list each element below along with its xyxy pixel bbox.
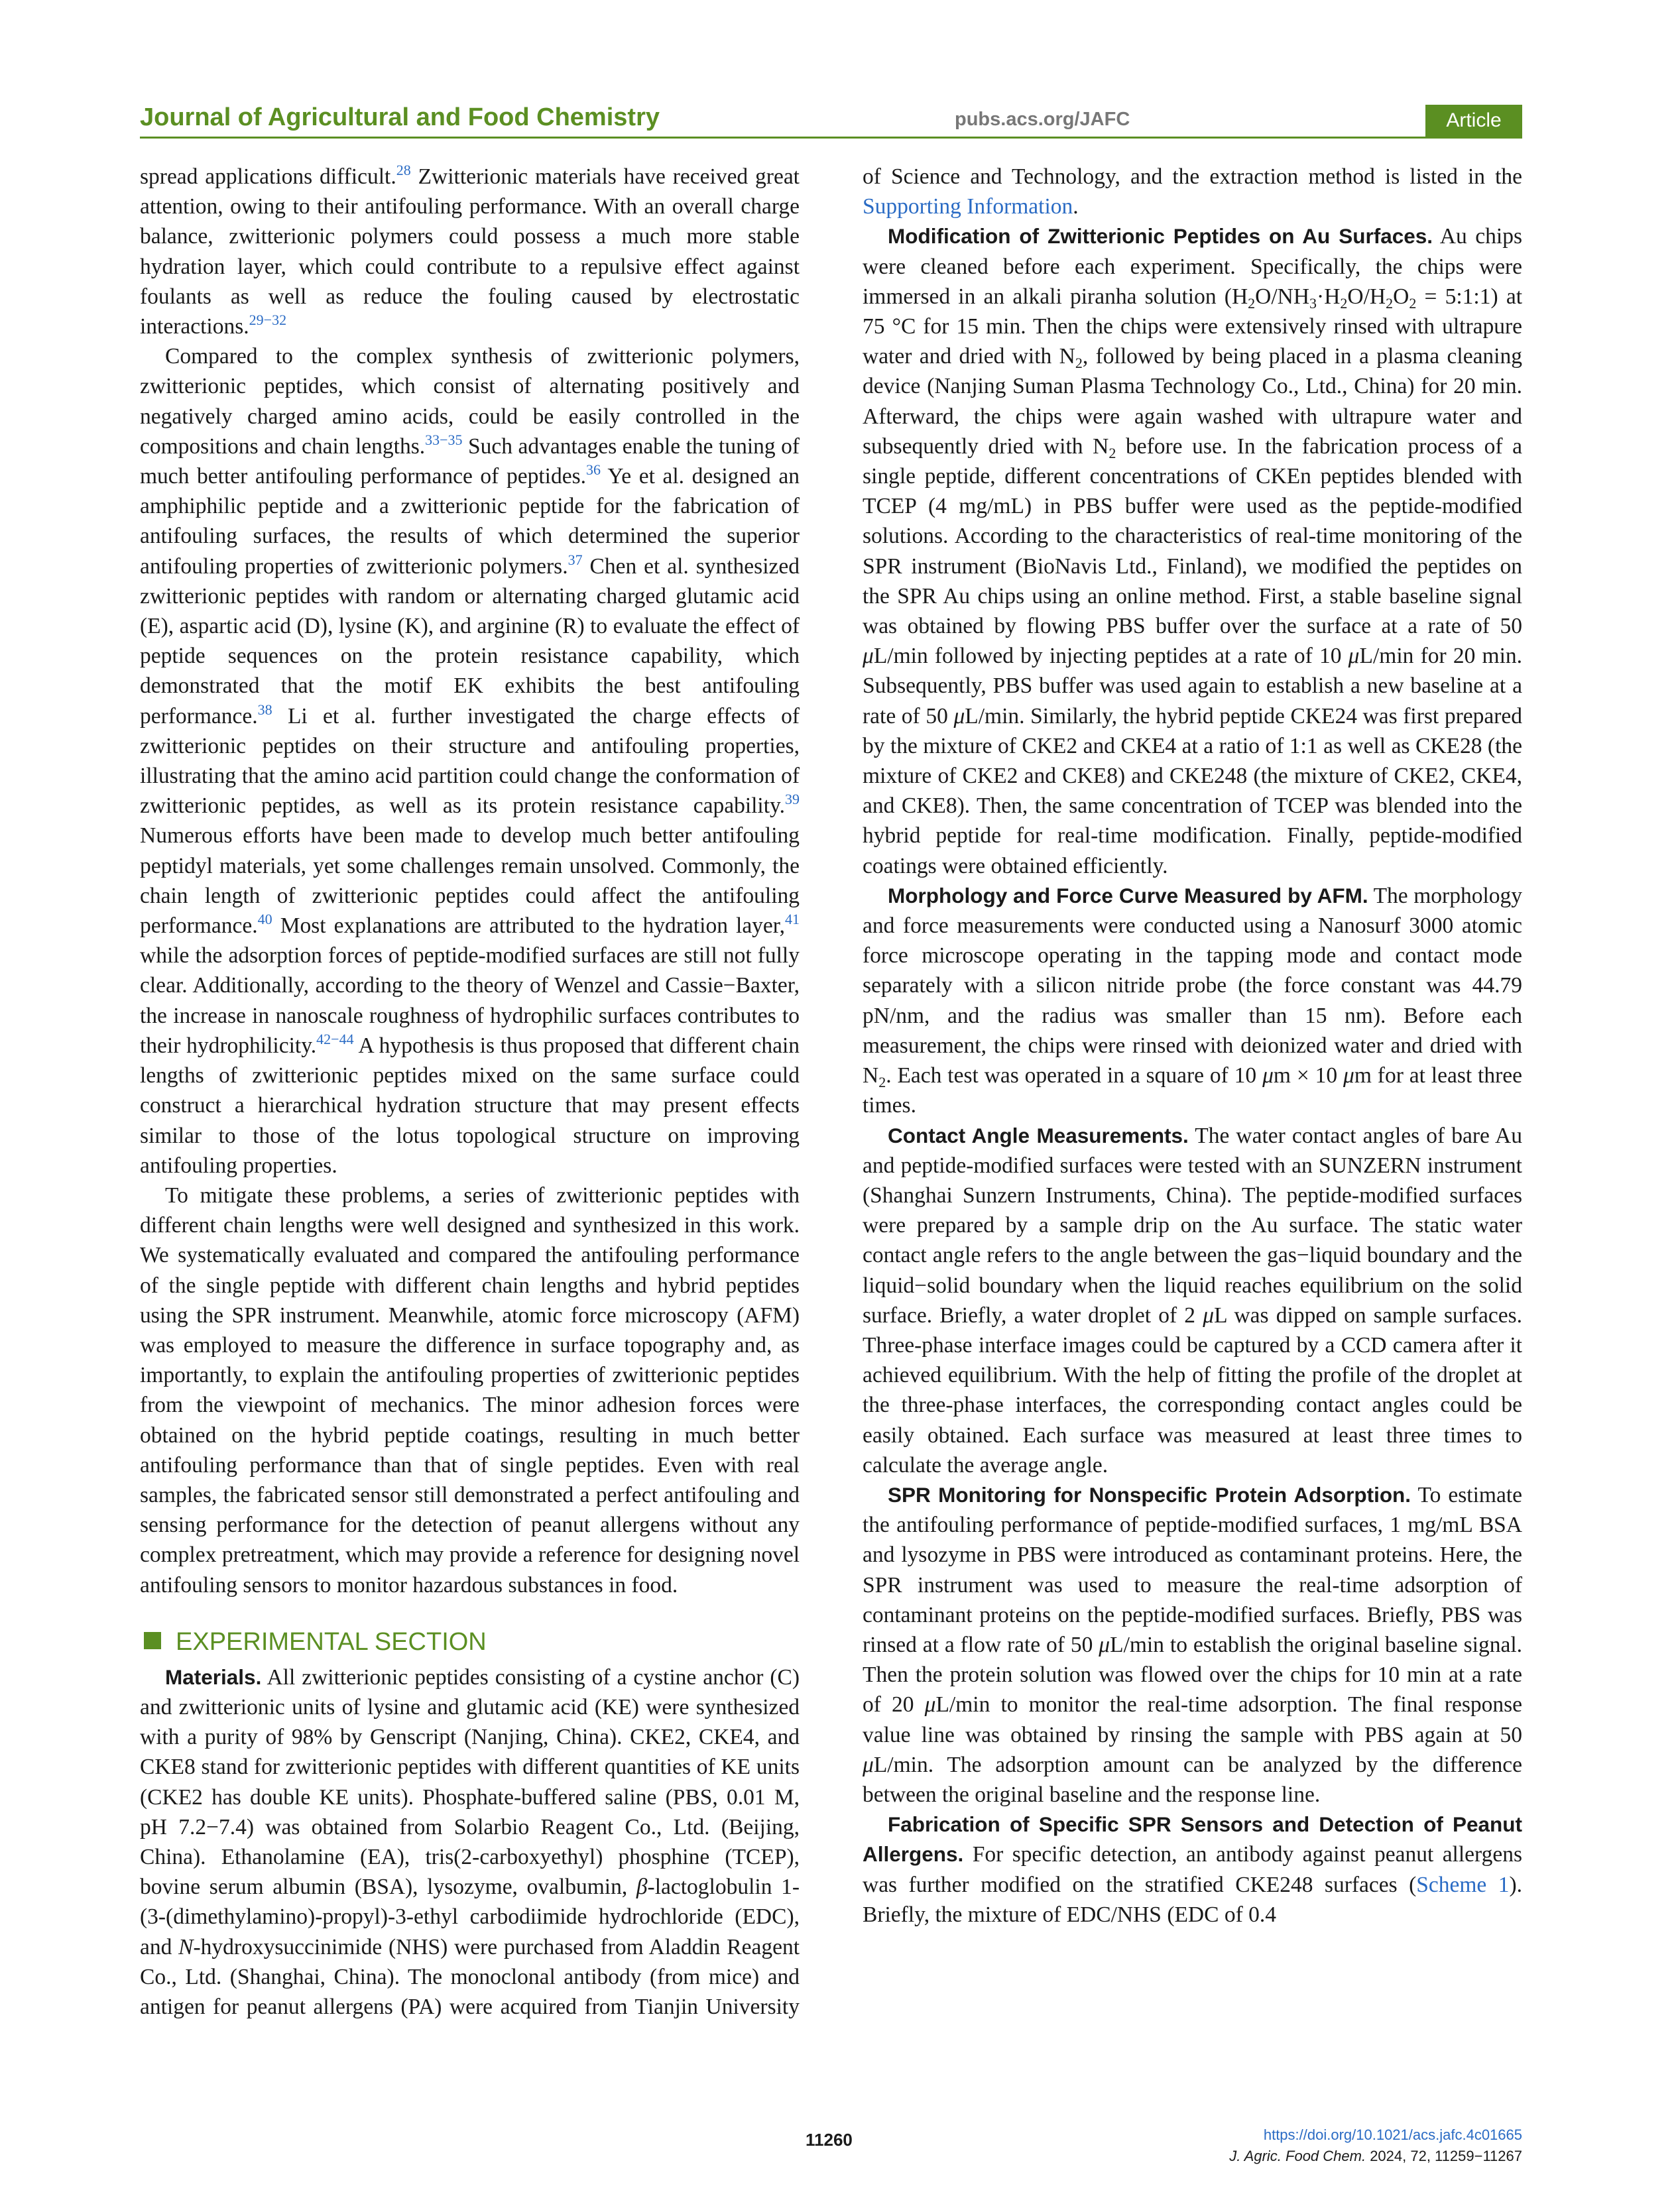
- text-run: A hypothesis is thus proposed that diffe…: [140, 1033, 800, 1178]
- text-run: Most explanations are attributed to the …: [272, 913, 785, 939]
- subscript: 2: [1386, 294, 1394, 312]
- text-run: For specific detection, an antibody agai…: [863, 1842, 1522, 1897]
- section-heading: EXPERIMENTAL SECTION: [140, 1625, 800, 1659]
- text-run: To mitigate these problems, a series of …: [140, 1183, 800, 1598]
- page-number: 11260: [806, 2130, 853, 2150]
- paragraph: Modification of Zwitterionic Peptides on…: [863, 221, 1522, 880]
- header-rule: [140, 137, 1522, 139]
- text-run: before use. In the fabrication process o…: [863, 434, 1523, 639]
- paragraph: To mitigate these problems, a series of …: [140, 1181, 800, 1600]
- citation-ref[interactable]: 33−35: [425, 431, 463, 448]
- text-run: Numerous efforts have been made to devel…: [140, 823, 800, 939]
- paragraph: SPR Monitoring for Nonspecific Protein A…: [863, 1480, 1522, 1810]
- italic-text: β: [636, 1875, 648, 1900]
- citation-ref[interactable]: 28: [396, 162, 411, 178]
- italic-text: μ: [1099, 1632, 1110, 1657]
- paragraph: Fabrication of Specific SPR Sensors and …: [863, 1810, 1522, 1930]
- text-run: . Each test was operated in a square of …: [886, 1063, 1263, 1088]
- italic-text: μ: [1343, 1063, 1354, 1088]
- citation: J. Agric. Food Chem. 2024, 72, 11259−112…: [1229, 2148, 1522, 2165]
- subscript: 2: [878, 1074, 886, 1091]
- text-run: L/min to establish the original baseline…: [863, 1632, 1522, 1717]
- run-in-heading: Morphology and Force Curve Measured by A…: [888, 883, 1368, 907]
- text-run: L/min for 20 min. Subsequently, PBS buff…: [863, 644, 1522, 728]
- text-run: Such advantages enable the tuning of muc…: [140, 434, 800, 489]
- citation-ref[interactable]: 39: [785, 791, 800, 808]
- italic-text: J. Agric. Food Chem.: [1229, 2148, 1366, 2164]
- text-run: ). Briefly, the mixture of EDC/NHS (EDC …: [863, 1872, 1522, 1927]
- subscript: 2: [1248, 294, 1256, 312]
- run-in-heading: SPR Monitoring for Nonspecific Protein A…: [888, 1482, 1411, 1507]
- citation-ref[interactable]: 36: [585, 461, 601, 479]
- text-run: = 5:1:1) at 75 °C for 15 min. Then the c…: [863, 284, 1523, 369]
- article-badge: Article: [1425, 105, 1522, 137]
- paragraph: Compared to the complex synthesis of zwi…: [140, 341, 800, 1181]
- text-run: -hydroxysuccinimide (NHS) were purchased…: [140, 164, 1522, 2019]
- citation-ref[interactable]: 37: [568, 551, 583, 568]
- italic-text: μ: [1348, 644, 1360, 669]
- run-in-heading: Contact Angle Measurements.: [888, 1123, 1189, 1147]
- run-in-heading: Materials.: [165, 1664, 262, 1689]
- text-run: To estimate the antifouling performance …: [863, 1482, 1522, 1657]
- text-run: The water contact angles of bare Au and …: [863, 1123, 1522, 1328]
- subscript: 2: [1109, 444, 1116, 461]
- citation-ref[interactable]: 38: [257, 701, 272, 718]
- article-body: spread applications difficult.28 Zwitter…: [140, 162, 1522, 2077]
- run-in-heading: Modification of Zwitterionic Peptides on…: [888, 224, 1433, 249]
- italic-text: μ: [863, 1752, 874, 1777]
- paragraph: spread applications difficult.28 Zwitter…: [140, 162, 800, 341]
- text-run: L/min. Similarly, the hybrid peptide CKE…: [863, 703, 1523, 878]
- run-in-heading: Fabrication of Specific SPR Sensors and …: [863, 1812, 1522, 1867]
- link[interactable]: Supporting Information: [863, 194, 1073, 219]
- subscript: 2: [1075, 355, 1083, 372]
- text-run: O/NH: [1255, 284, 1310, 309]
- text-run: L/min followed by injecting peptides at …: [873, 644, 1348, 669]
- text-run: The morphology and force measurements we…: [863, 883, 1522, 1088]
- italic-text: μ: [863, 644, 874, 669]
- citation-ref[interactable]: 42−44: [316, 1030, 354, 1047]
- paragraph: Morphology and Force Curve Measured by A…: [863, 881, 1522, 1121]
- citation-ref[interactable]: 40: [257, 911, 272, 928]
- italic-text: N: [178, 1934, 194, 1959]
- text-run: 2024, 72, 11259−11267: [1366, 2148, 1522, 2164]
- italic-text: μ: [924, 1692, 936, 1717]
- paragraph: Materials. All zwitterionic peptides con…: [140, 162, 1522, 2077]
- text-run: O: [1393, 284, 1409, 309]
- doi-link[interactable]: https://doi.org/10.1021/acs.jafc.4c01665: [1263, 2126, 1522, 2143]
- subscript: 3: [1309, 294, 1317, 312]
- text-run: Au chips were cleaned before each experi…: [863, 224, 1522, 309]
- text-run: m for at least three times.: [863, 1063, 1523, 1118]
- journal-url[interactable]: pubs.acs.org/JAFC: [955, 109, 1130, 130]
- text-run: .: [1073, 194, 1079, 219]
- text-run: Li et al. further investigated the charg…: [140, 703, 800, 819]
- text-run: m × 10: [1273, 1063, 1344, 1088]
- text-run: Compared to the complex synthesis of zwi…: [140, 344, 800, 459]
- text-run: ·H: [1317, 284, 1341, 309]
- heading-text: EXPERIMENTAL SECTION: [176, 1627, 487, 1656]
- italic-text: μ: [953, 703, 965, 728]
- text-run: Zwitterionic materials have received gre…: [140, 164, 800, 339]
- paragraph: Contact Angle Measurements. The water co…: [863, 1121, 1522, 1480]
- text-run: All zwitterionic peptides consisting of …: [140, 1664, 800, 1900]
- text-run: L/min. The adsorption amount can be anal…: [863, 1752, 1522, 1807]
- text-run: L was dipped on sample surfaces. Three-p…: [863, 1303, 1522, 1478]
- heading-marker: [144, 1631, 161, 1649]
- text-run: L/min to monitor the real-time adsorptio…: [863, 1692, 1523, 1747]
- text-run: while the adsorption forces of peptide-m…: [140, 943, 800, 1058]
- text-run: spread applications difficult.: [140, 164, 396, 189]
- text-run: Chen et al. synthesized zwitterionic pep…: [140, 553, 800, 728]
- text-run: , followed by being placed in a plasma c…: [863, 344, 1522, 459]
- text-run: O/H: [1347, 284, 1386, 309]
- journal-name[interactable]: Journal of Agricultural and Food Chemist…: [140, 103, 660, 131]
- text-run: -lactoglobulin 1-(3-(dimethylamino)-prop…: [140, 1875, 800, 1959]
- citation-ref[interactable]: 29−32: [249, 312, 287, 329]
- citation-ref[interactable]: 41: [785, 911, 800, 928]
- italic-text: μ: [1203, 1303, 1215, 1328]
- link[interactable]: Scheme 1: [1416, 1872, 1510, 1897]
- text-run: Ye et al. designed an amphiphilic peptid…: [140, 464, 800, 579]
- italic-text: μ: [1262, 1063, 1274, 1088]
- subscript: 2: [1409, 294, 1417, 312]
- subscript: 2: [1340, 294, 1348, 312]
